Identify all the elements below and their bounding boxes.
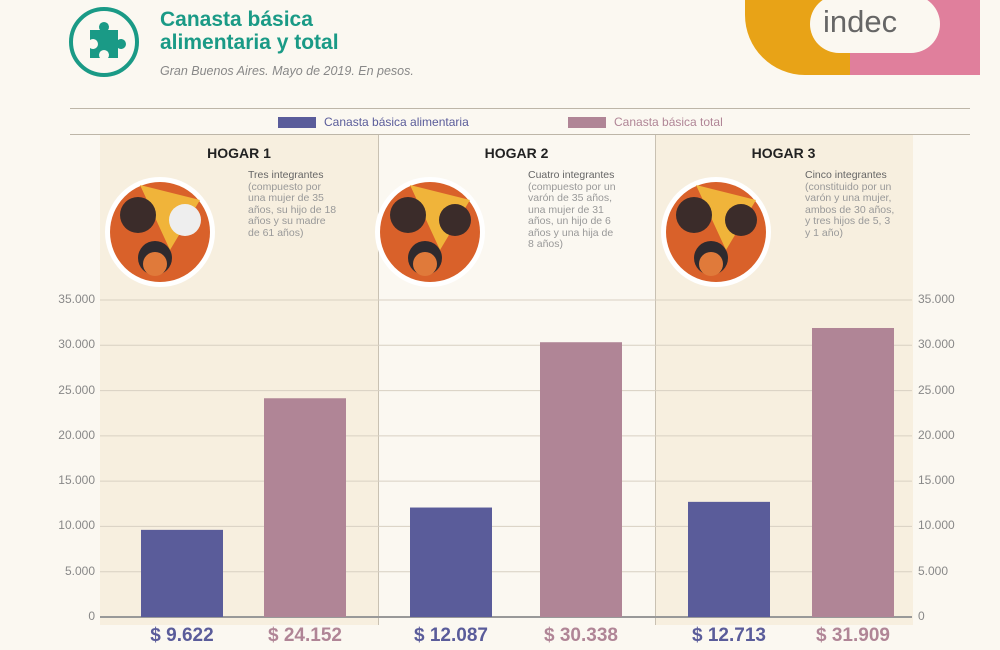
y-tick-label: 0 bbox=[918, 609, 925, 623]
family-illustration bbox=[661, 177, 771, 287]
legend-item-total: Canasta básica total bbox=[568, 115, 723, 129]
y-tick-label: 15.000 bbox=[58, 473, 95, 488]
household-title: HOGAR 1 bbox=[207, 145, 271, 161]
bar-alimentaria bbox=[410, 507, 492, 617]
legend-label: Canasta básica total bbox=[614, 115, 723, 129]
description-body: (constituido por un varón y una mujer, a… bbox=[805, 180, 895, 239]
bar-total bbox=[540, 342, 622, 617]
y-tick-label: 20.000 bbox=[918, 427, 955, 442]
value-label: $ 9.622 bbox=[150, 625, 214, 646]
y-tick-label: 30.000 bbox=[918, 337, 955, 352]
description-body: (compuesto por una mujer de 35 años, su … bbox=[248, 180, 337, 239]
description-head: Tres integrantes bbox=[248, 169, 324, 181]
divider bbox=[70, 108, 970, 109]
household-description: Cuatro integrantes (compuesto por un varó… bbox=[528, 169, 618, 251]
legend-label: Canasta básica alimentaria bbox=[324, 115, 469, 129]
y-tick-label: 25.000 bbox=[918, 382, 955, 397]
value-label: $ 12.087 bbox=[414, 625, 488, 646]
bar-alimentaria bbox=[688, 501, 770, 617]
description-body: (compuesto por un varón de 35 años, una … bbox=[528, 180, 616, 250]
legend-swatch bbox=[278, 116, 316, 128]
divider bbox=[70, 134, 970, 135]
y-tick-label: 20.000 bbox=[58, 427, 95, 442]
y-tick-label: 35.000 bbox=[918, 292, 955, 306]
indec-logo: indec bbox=[745, 0, 980, 75]
household-description: Tres integrantes (compuesto por una mujer… bbox=[248, 169, 338, 239]
logo-text: indec bbox=[823, 4, 898, 39]
subtitle: Gran Buenos Aires. Mayo de 2019. En peso… bbox=[160, 64, 414, 78]
y-tick-label: 5.000 bbox=[918, 563, 949, 578]
household-title: HOGAR 2 bbox=[484, 145, 549, 161]
value-label: $ 24.152 bbox=[268, 625, 342, 646]
legend-item-alimentaria: Canasta básica alimentaria bbox=[278, 115, 469, 129]
y-tick-label: 35.000 bbox=[58, 292, 95, 306]
page-title: Canasta básica alimentaria y total bbox=[160, 8, 460, 54]
description-head: Cinco integrantes bbox=[805, 169, 887, 181]
legend-swatch bbox=[568, 116, 606, 128]
description-head: Cuatro integrantes bbox=[528, 169, 615, 181]
family-illustration bbox=[375, 177, 485, 287]
bar-total bbox=[812, 327, 894, 617]
value-label: $ 12.713 bbox=[692, 625, 766, 646]
title-line-2: alimentaria y total bbox=[160, 31, 339, 54]
value-label: $ 30.338 bbox=[544, 625, 618, 646]
bar-total bbox=[264, 398, 346, 617]
y-tick-label: 30.000 bbox=[58, 337, 95, 352]
household-title: HOGAR 3 bbox=[751, 145, 816, 161]
y-tick-label: 10.000 bbox=[918, 518, 955, 533]
title-line-1: Canasta básica bbox=[160, 8, 313, 31]
bar-alimentaria bbox=[141, 529, 223, 617]
y-tick-label: 10.000 bbox=[58, 518, 95, 533]
y-tick-label: 0 bbox=[88, 609, 95, 623]
value-label: $ 31.909 bbox=[816, 625, 890, 646]
household-description: Cinco integrantes (constituido por un var… bbox=[805, 169, 895, 239]
family-illustration bbox=[105, 177, 215, 287]
puzzle-icon bbox=[68, 6, 140, 83]
y-tick-label: 5.000 bbox=[64, 563, 95, 578]
y-tick-label: 15.000 bbox=[918, 473, 955, 488]
y-tick-label: 25.000 bbox=[58, 382, 95, 397]
